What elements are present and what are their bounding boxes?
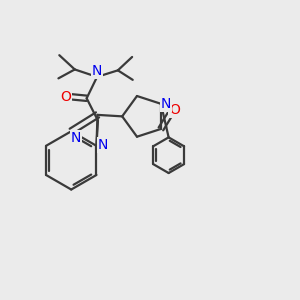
Text: N: N bbox=[98, 138, 108, 152]
Text: N: N bbox=[70, 131, 81, 145]
Text: N: N bbox=[92, 64, 102, 78]
Text: O: O bbox=[169, 103, 180, 117]
Text: N: N bbox=[161, 97, 171, 111]
Text: O: O bbox=[60, 90, 71, 104]
